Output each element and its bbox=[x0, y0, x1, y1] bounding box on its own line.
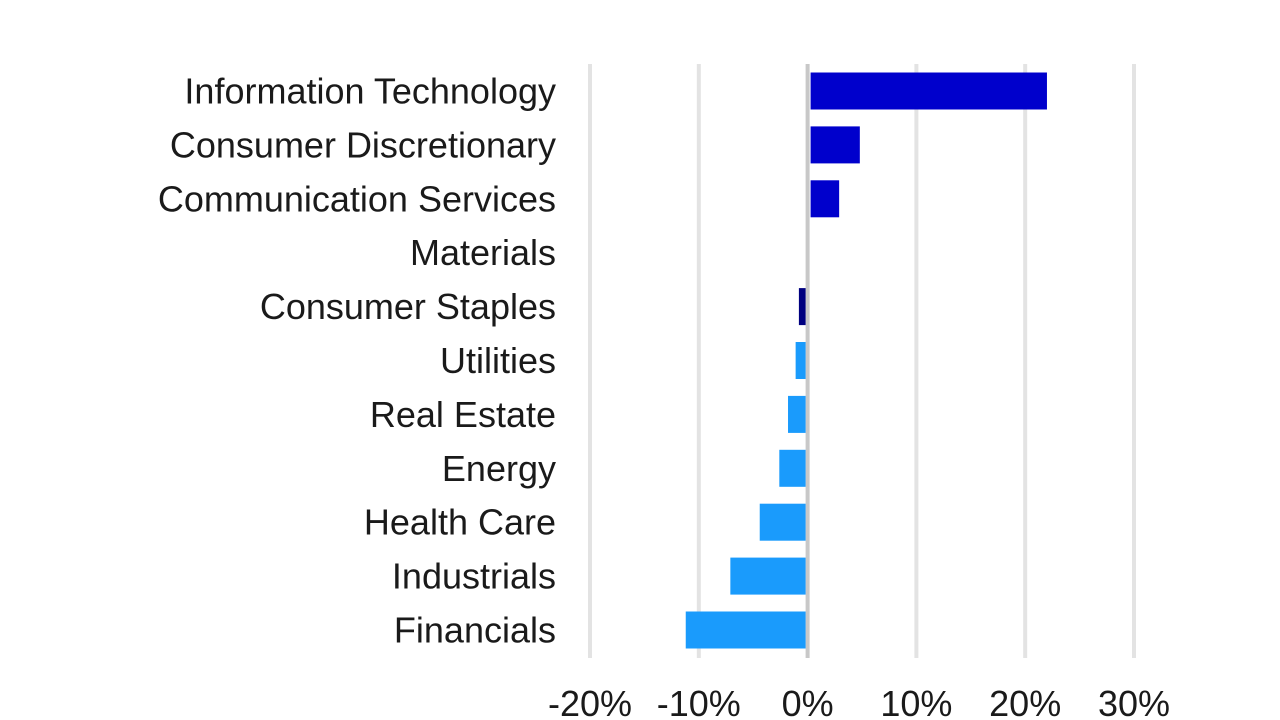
category-label: Financials bbox=[394, 610, 556, 651]
bar bbox=[779, 449, 806, 487]
bar bbox=[788, 395, 806, 433]
x-tick-label: 0% bbox=[782, 683, 834, 720]
category-label: Consumer Discretionary bbox=[170, 124, 556, 165]
bar bbox=[685, 611, 806, 649]
gridlines bbox=[588, 64, 1136, 658]
bar bbox=[795, 342, 806, 379]
category-label: Utilities bbox=[440, 340, 556, 381]
category-labels: Information Technology Consumer Discretio… bbox=[158, 71, 556, 651]
bar bbox=[759, 503, 806, 541]
category-label: Real Estate bbox=[370, 394, 556, 435]
x-tick-label: -20% bbox=[548, 683, 632, 720]
x-tick-label: 20% bbox=[989, 683, 1061, 720]
bar bbox=[810, 126, 860, 164]
x-axis-tick-labels: -20% -10% 0% 10% 20% 30% bbox=[548, 683, 1170, 720]
category-label: Industrials bbox=[392, 556, 556, 597]
category-label: Information Technology bbox=[184, 71, 556, 112]
x-tick-label: -10% bbox=[657, 683, 741, 720]
category-label: Communication Services bbox=[158, 178, 556, 219]
bar bbox=[810, 72, 1047, 110]
category-label: Health Care bbox=[364, 502, 556, 543]
bars bbox=[685, 72, 1047, 649]
bar bbox=[798, 288, 806, 326]
category-label: Energy bbox=[442, 448, 556, 489]
bar bbox=[810, 180, 840, 218]
category-label: Materials bbox=[410, 232, 556, 273]
x-tick-label: 10% bbox=[880, 683, 952, 720]
x-tick-label: 30% bbox=[1098, 683, 1170, 720]
category-label: Consumer Staples bbox=[260, 286, 556, 327]
bar bbox=[730, 557, 806, 595]
